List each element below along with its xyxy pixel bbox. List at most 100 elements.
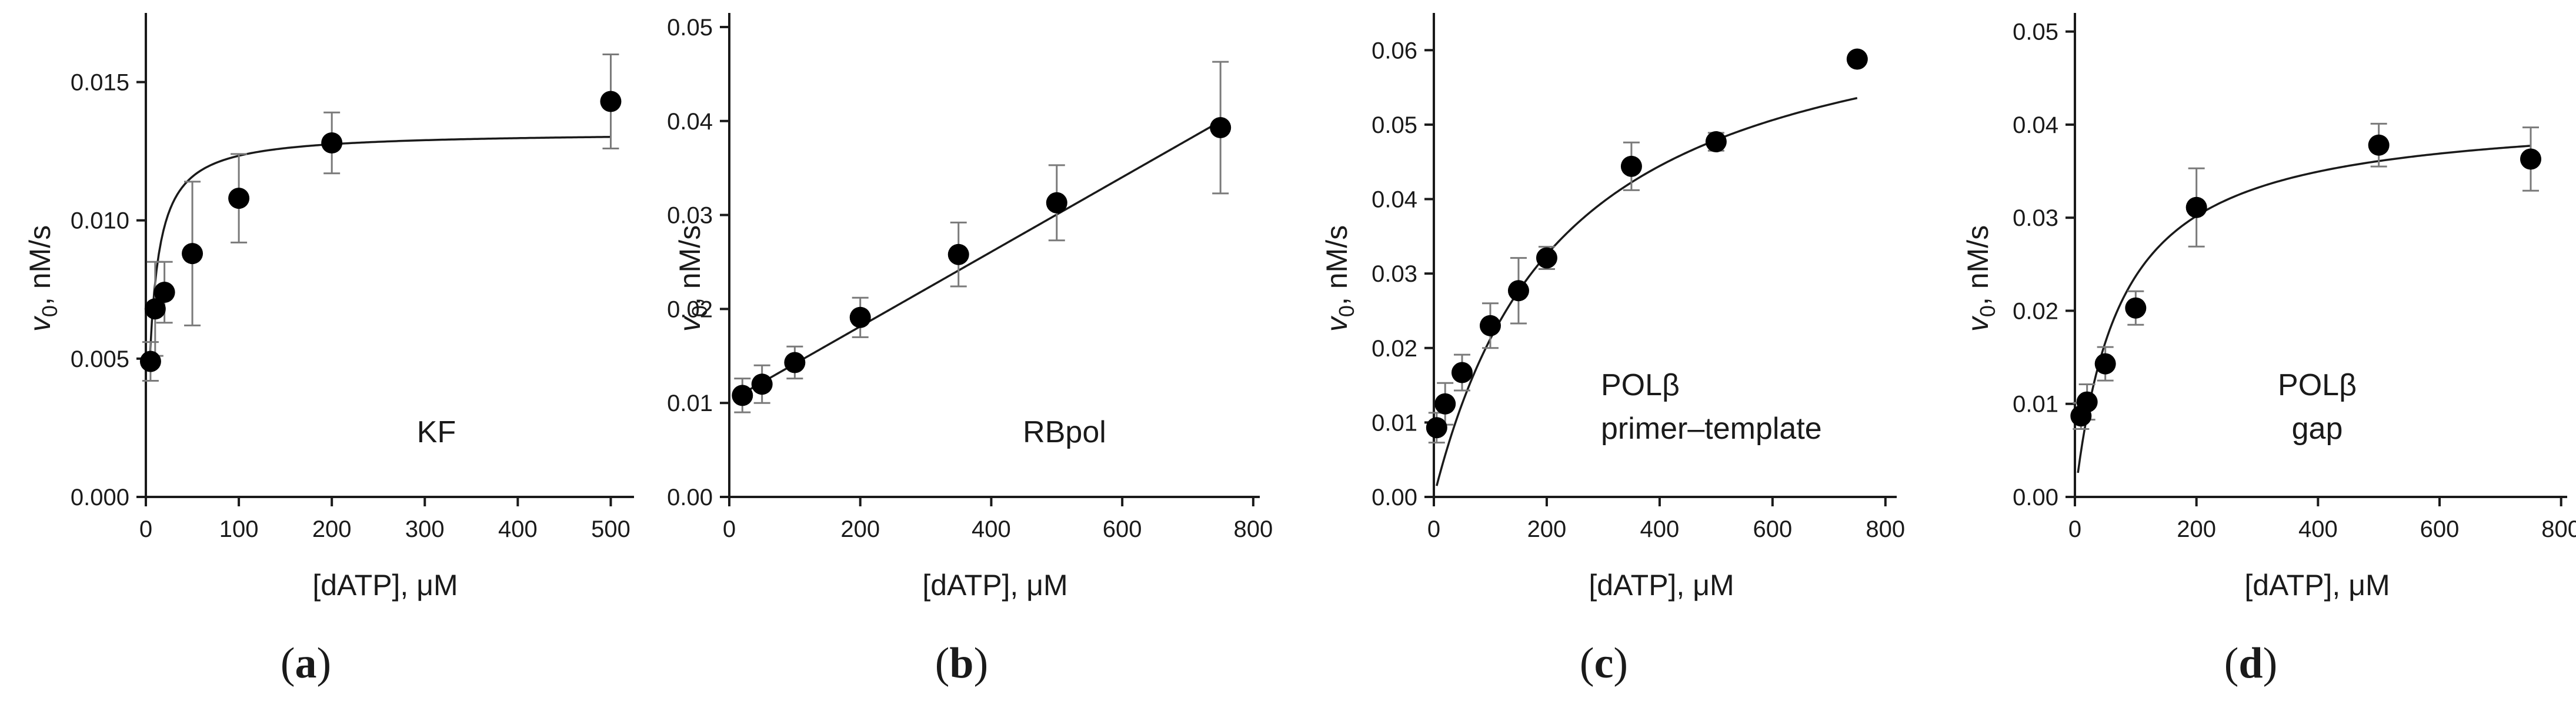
x-tick-label: 0 bbox=[2068, 516, 2081, 542]
data-point bbox=[1620, 155, 1642, 177]
data-point bbox=[321, 132, 343, 154]
data-point bbox=[1479, 315, 1501, 336]
panel-d: 0 200 400 600 800 0.00 0.01 0.02 0.03 0.04 0.05 [dA… bbox=[1961, 13, 2576, 687]
panel-label-open: ( bbox=[935, 639, 950, 687]
y-tick-label: 0.00 bbox=[2013, 485, 2058, 510]
data-point bbox=[2094, 353, 2116, 375]
y-axis-title: v0, nM/s bbox=[1961, 225, 2000, 332]
panel-label-letter: b bbox=[949, 639, 973, 687]
x-axis-title: [dATP], μM bbox=[312, 569, 458, 602]
x-tick-label: 200 bbox=[312, 516, 352, 542]
x-tick-label: 800 bbox=[1233, 516, 1273, 542]
data-point bbox=[228, 188, 250, 209]
x-axis-title: [dATP], μM bbox=[2244, 569, 2390, 602]
x-tick-label: 500 bbox=[591, 516, 630, 542]
x-tick-label: 200 bbox=[2177, 516, 2216, 542]
y-tick-label: 0.05 bbox=[1372, 112, 1417, 138]
y-axis-title: v0, nM/s bbox=[1320, 225, 1359, 332]
y-tick-label: 0.000 bbox=[71, 485, 129, 510]
panel-label: (b) bbox=[935, 639, 988, 687]
data-point bbox=[1705, 131, 1727, 153]
y-tick-label: 0.01 bbox=[1372, 410, 1417, 436]
data-point bbox=[1426, 417, 1447, 439]
panel-label: (d) bbox=[2224, 639, 2277, 687]
annotation-label: gap bbox=[2292, 412, 2343, 446]
panel-a: 0 100 200 300 400 500 0.000 0.005 0.010 0.015 [dAT… bbox=[24, 13, 634, 687]
data-point bbox=[1046, 192, 1067, 213]
data-point bbox=[2125, 297, 2147, 319]
annotation-label: primer–template bbox=[1601, 412, 1822, 446]
data-point bbox=[1451, 362, 1473, 383]
y-tick-label: 0.04 bbox=[1372, 187, 1417, 213]
fit-curve bbox=[1436, 96, 1858, 486]
y-tick-label: 0.010 bbox=[71, 208, 129, 234]
data-point bbox=[1434, 393, 1456, 415]
x-tick-label: 100 bbox=[219, 516, 259, 542]
y-tick-label: 0.005 bbox=[71, 346, 129, 372]
y-tick-label: 0.04 bbox=[2013, 112, 2058, 138]
y-tick-label: 0.02 bbox=[2013, 298, 2058, 324]
y-tick-label: 0.03 bbox=[667, 203, 713, 229]
panel-label-letter: c bbox=[1594, 639, 1614, 687]
data-point bbox=[732, 385, 753, 406]
data-point bbox=[2368, 134, 2390, 156]
y-tick-label: 0.02 bbox=[667, 296, 713, 322]
y-axis-title-symbol: v bbox=[1320, 315, 1353, 332]
y-tick-label: 0.00 bbox=[667, 485, 713, 510]
y-tick-label: 0.03 bbox=[1372, 261, 1417, 287]
y-axis-title: v0, nM/s bbox=[673, 225, 712, 332]
x-tick-label: 600 bbox=[2420, 516, 2460, 542]
y-tick-label: 0.05 bbox=[667, 15, 713, 41]
x-tick-label: 200 bbox=[840, 516, 880, 542]
panel-label: (c) bbox=[1580, 639, 1628, 687]
y-axis-title-subscript: 0 bbox=[688, 305, 712, 317]
fit-curve bbox=[742, 120, 1222, 395]
panel-label-letter: d bbox=[2238, 639, 2263, 687]
data-point bbox=[947, 243, 969, 265]
y-axis-title-symbol: v bbox=[673, 315, 706, 332]
y-axis-title: v0, nM/s bbox=[24, 225, 62, 332]
data-point bbox=[2185, 196, 2207, 218]
y-tick-label: 0.03 bbox=[2013, 205, 2058, 231]
x-tick-label: 600 bbox=[1103, 516, 1142, 542]
y-tick-label: 0.05 bbox=[2013, 19, 2058, 45]
x-tick-label: 0 bbox=[1427, 516, 1440, 542]
panel-label-letter: a bbox=[295, 639, 317, 687]
data-point bbox=[2076, 391, 2098, 413]
data-point bbox=[849, 306, 871, 328]
data-point bbox=[1846, 48, 1868, 70]
y-axis-title-symbol: v bbox=[24, 315, 56, 332]
panel-label: (a) bbox=[281, 639, 331, 687]
y-axis-title-units: , nM/s bbox=[24, 225, 56, 305]
data-point bbox=[784, 352, 806, 373]
panel-label-open: ( bbox=[2224, 639, 2239, 687]
x-tick-label: 400 bbox=[2298, 516, 2338, 542]
y-tick-label: 0.00 bbox=[1372, 485, 1417, 510]
y-axis-title-units: , nM/s bbox=[673, 225, 706, 305]
data-point bbox=[182, 243, 203, 265]
data-point bbox=[2520, 148, 2541, 170]
y-tick-label: 0.01 bbox=[667, 390, 713, 416]
panel-label-close: ) bbox=[2263, 639, 2278, 687]
fit-curve bbox=[2077, 145, 2531, 473]
y-axis-title-symbol: v bbox=[1961, 315, 1994, 332]
panel-label-close: ) bbox=[1613, 639, 1628, 687]
panel-label-close: ) bbox=[317, 639, 332, 687]
panel-label-open: ( bbox=[1580, 639, 1594, 687]
x-axis-title: [dATP], μM bbox=[922, 569, 1067, 602]
data-point bbox=[1507, 280, 1529, 302]
data-point bbox=[600, 91, 622, 112]
x-tick-label: 400 bbox=[1640, 516, 1680, 542]
data-point bbox=[139, 350, 161, 372]
x-tick-label: 400 bbox=[972, 516, 1011, 542]
data-point bbox=[154, 281, 175, 303]
x-tick-label: 300 bbox=[405, 516, 445, 542]
y-axis-title-subscript: 0 bbox=[1976, 305, 2000, 317]
data-point bbox=[1536, 247, 1557, 269]
y-tick-label: 0.01 bbox=[2013, 392, 2058, 418]
data-point bbox=[144, 298, 166, 320]
annotation-label: RBpol bbox=[1023, 415, 1106, 449]
y-tick-label: 0.04 bbox=[667, 109, 713, 135]
x-tick-label: 200 bbox=[1527, 516, 1567, 542]
